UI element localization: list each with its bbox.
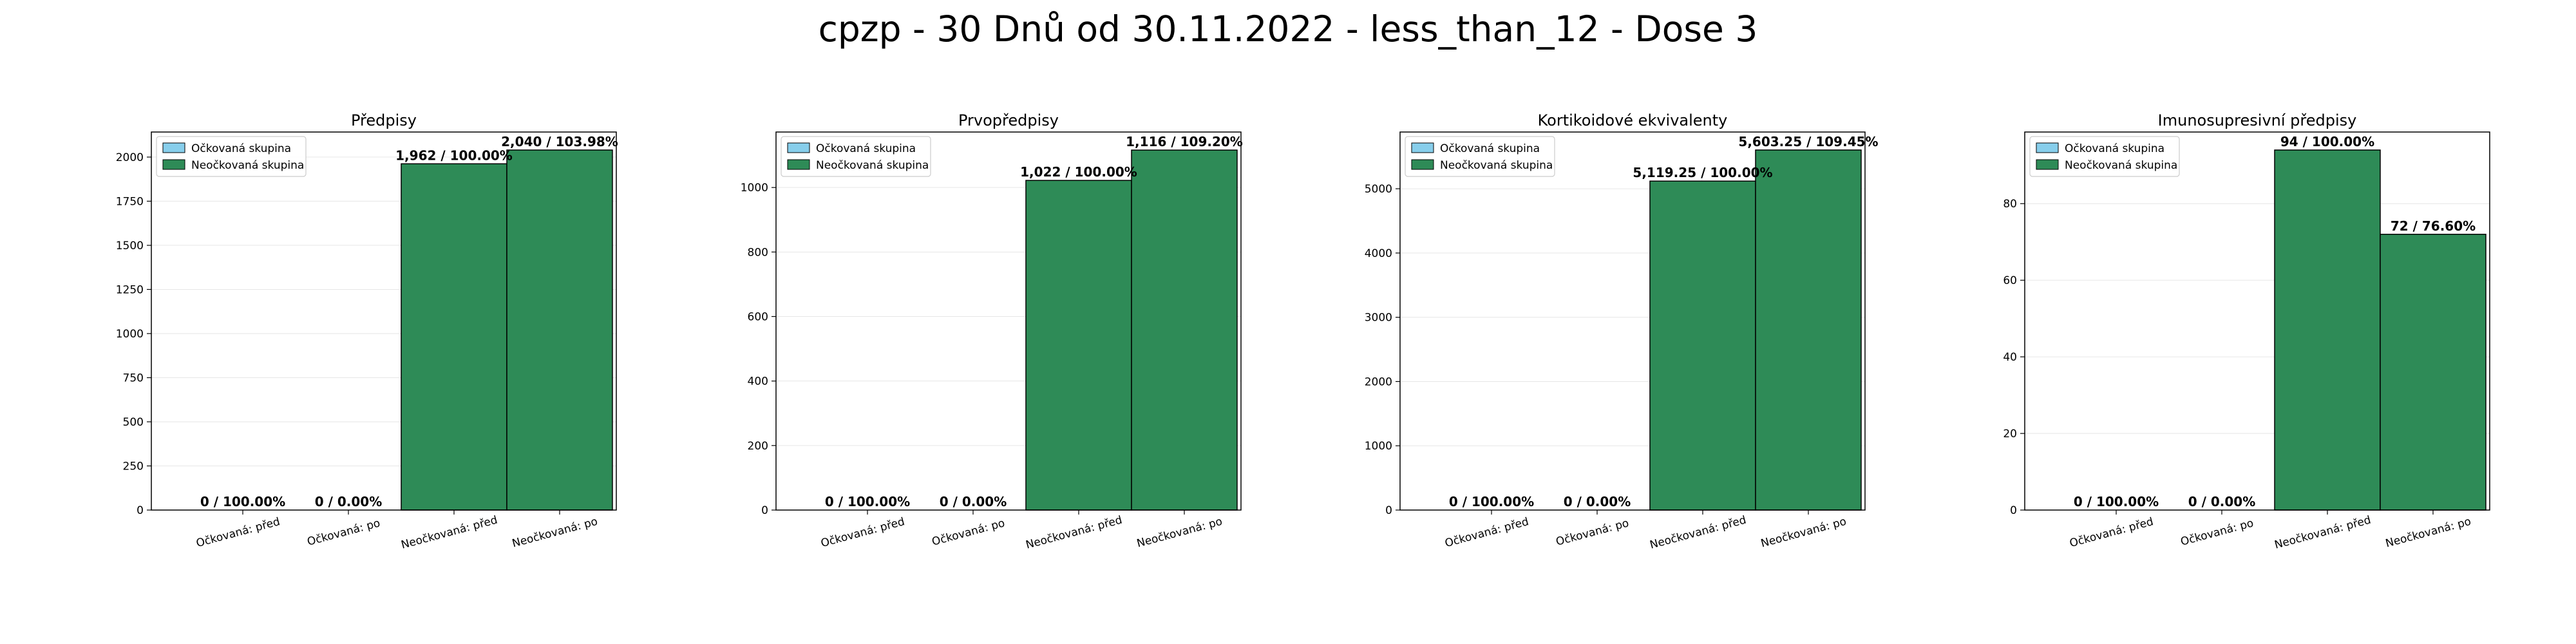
- y-tick-label: 0: [1385, 504, 1392, 517]
- data-label: 0 / 0.00%: [940, 494, 1007, 509]
- y-tick-label: 1000: [116, 328, 144, 341]
- data-label: 0 / 100.00%: [200, 494, 285, 509]
- chart-imunosupresivni-predpisy: Imunosupresivní předpisy 0 20 40 60 80 0 / 100…: [2003, 111, 2490, 552]
- legend-swatch: [1411, 142, 1434, 153]
- y-tick-label: 0: [761, 504, 768, 517]
- bar: [2380, 234, 2486, 511]
- data-label: 72 / 76.60%: [2391, 218, 2476, 234]
- legend-label: Neočkovaná skupina: [191, 159, 304, 172]
- y-tick-label: 0: [137, 504, 144, 517]
- data-label: 1,962 / 100.00%: [395, 147, 513, 163]
- bar: [1649, 180, 1756, 511]
- data-label: 5,603.25 / 109.45%: [1738, 134, 1878, 149]
- legend-box: [156, 136, 307, 177]
- x-tick-label: Neočkovaná: před: [400, 514, 499, 552]
- legend-swatch: [2036, 159, 2059, 170]
- bar: [506, 149, 613, 511]
- y-tick-label: 1250: [116, 283, 144, 296]
- data-label: 2,040 / 103.98%: [501, 134, 618, 149]
- y-tick-label: 600: [748, 310, 768, 323]
- chart-title: Imunosupresivní předpisy: [2158, 111, 2357, 129]
- legend-swatch: [787, 142, 810, 153]
- y-tick-label: 750: [123, 372, 144, 384]
- legend-label: Neočkovaná skupina: [2065, 159, 2177, 172]
- legend-label: Očkovaná skupina: [2065, 142, 2164, 155]
- legend-label: Očkovaná skupina: [191, 142, 291, 155]
- y-tick-label: 400: [748, 375, 768, 388]
- y-tick-label: 200: [748, 440, 768, 453]
- data-label: 94 / 100.00%: [2280, 134, 2374, 149]
- y-tick-label: 4000: [1365, 247, 1392, 260]
- y-tick-label: 1000: [741, 182, 768, 194]
- data-label: 0 / 100.00%: [2074, 494, 2159, 509]
- y-tick-label: 3000: [1365, 312, 1392, 325]
- bar: [2274, 149, 2381, 511]
- y-tick-label: 2000: [1365, 375, 1392, 388]
- bar: [1755, 149, 1862, 511]
- legend-box: [781, 136, 931, 177]
- plot-frame: [1399, 131, 1866, 511]
- legend-swatch: [2036, 142, 2059, 153]
- y-tick-label: 0: [2010, 504, 2017, 517]
- legend-swatch: [162, 142, 185, 153]
- plot-frame: [775, 131, 1242, 511]
- y-tick-label: 20: [2003, 428, 2017, 440]
- x-tick-label: Neočkovaná: před: [1025, 514, 1124, 552]
- y-tick-label: 5000: [1365, 183, 1392, 196]
- chart-predpisy: Předpisy 0 250 500 750 1000 1250 1500 1750 2000 0 …: [116, 111, 618, 552]
- legend-label: Neočkovaná skupina: [1440, 159, 1553, 172]
- data-label: 0 / 0.00%: [1564, 494, 1631, 509]
- legend-box: [2029, 136, 2180, 177]
- bar: [1025, 180, 1132, 511]
- figure-title: cpzp - 30 Dnů od 30.11.2022 - less_than_…: [818, 8, 1758, 50]
- data-label: 1,022 / 100.00%: [1020, 164, 1137, 180]
- chart-title: Kortikoidové ekvivalenty: [1538, 111, 1728, 129]
- data-label: 0 / 0.00%: [315, 494, 383, 509]
- legend-box: [1405, 136, 1555, 177]
- data-label: 1,116 / 109.20%: [1126, 134, 1243, 149]
- y-tick-label: 80: [2003, 198, 2017, 211]
- data-label: 0 / 100.00%: [825, 494, 910, 509]
- data-label: 0 / 100.00%: [1449, 494, 1534, 509]
- legend-swatch: [1411, 159, 1434, 170]
- x-tick-label: Neočkovaná: před: [2273, 514, 2372, 552]
- x-tick-label: Neočkovaná: po: [1759, 515, 1848, 551]
- x-tick-label: Očkovaná: po: [931, 516, 1007, 548]
- x-tick-label: Neočkovaná: po: [2384, 515, 2472, 551]
- y-tick-label: 250: [123, 460, 144, 473]
- x-tick-label: Očkovaná: před: [819, 515, 905, 550]
- bar: [1131, 149, 1238, 511]
- y-tick-label: 1750: [116, 195, 144, 208]
- data-label: 5,119.25 / 100.00%: [1633, 165, 1772, 180]
- legend-swatch: [162, 159, 185, 170]
- chart-title: Předpisy: [351, 111, 417, 129]
- y-tick-label: 2000: [116, 151, 144, 164]
- x-tick-label: Očkovaná: před: [194, 515, 281, 550]
- legend-label: Očkovaná skupina: [816, 142, 916, 155]
- y-tick-label: 60: [2003, 274, 2017, 287]
- y-tick-label: 1000: [1365, 440, 1392, 453]
- x-tick-label: Očkovaná: před: [2068, 515, 2154, 550]
- y-tick-label: 500: [123, 416, 144, 429]
- x-tick-label: Neočkovaná: po: [511, 515, 599, 551]
- bar: [401, 163, 507, 511]
- plot-frame: [2024, 131, 2490, 511]
- chart-title: Prvopředpisy: [958, 111, 1059, 129]
- x-tick-label: Očkovaná: po: [2179, 516, 2255, 548]
- data-label: 0 / 0.00%: [2188, 494, 2256, 509]
- x-tick-label: Očkovaná: před: [1443, 515, 1530, 550]
- x-tick-label: Očkovaná: po: [1555, 516, 1631, 548]
- x-tick-label: Očkovaná: po: [306, 516, 382, 548]
- x-tick-label: Neočkovaná: před: [1649, 514, 1748, 552]
- legend-swatch: [787, 159, 810, 170]
- x-tick-label: Neočkovaná: po: [1135, 515, 1224, 551]
- legend-label: Očkovaná skupina: [1440, 142, 1540, 155]
- plot-frame: [151, 131, 617, 511]
- y-tick-label: 800: [748, 246, 768, 259]
- y-tick-label: 40: [2003, 351, 2017, 364]
- y-tick-label: 1500: [116, 240, 144, 252]
- legend-label: Neočkovaná skupina: [816, 159, 929, 172]
